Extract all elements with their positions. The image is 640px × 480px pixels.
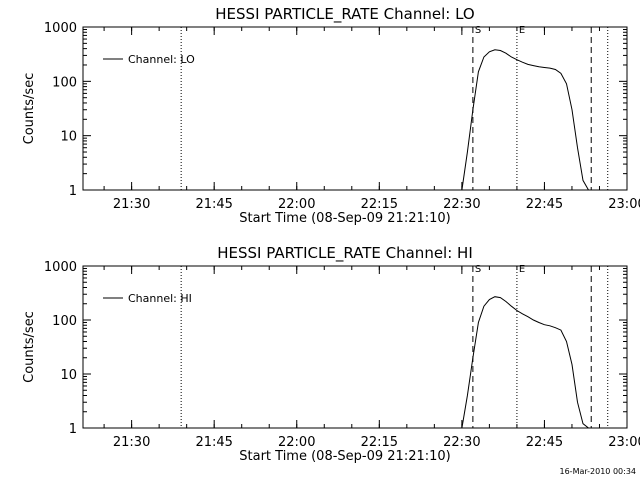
x-axis-label: Start Time (08-Sep-09 21:21:10) <box>239 449 450 464</box>
legend-entry: Channel: HI <box>128 292 192 305</box>
x-tick-label: 21:45 <box>195 435 232 450</box>
plot-frame <box>82 26 628 191</box>
x-tick-label: 22:00 <box>278 435 315 450</box>
chart-title: HESSI PARTICLE_RATE Channel: HI <box>217 244 473 263</box>
y-tick-label: 1000 <box>44 260 77 275</box>
event-marker-label: E <box>519 25 525 36</box>
y-tick-label: 10 <box>60 368 77 383</box>
x-tick-label: 22:45 <box>526 435 563 450</box>
y-tick-label: 1 <box>69 184 77 199</box>
chart-panel-2: HESSI PARTICLE_RATE Channel: HI Start Tim… <box>22 244 640 464</box>
event-marker-label: S <box>475 264 481 275</box>
y-tick-label: 100 <box>52 314 77 329</box>
chart-panel-1: HESSI PARTICLE_RATE Channel: LO Start Tim… <box>22 5 640 226</box>
y-axis-label: Counts/sec <box>22 73 37 145</box>
y-tick-label: 1000 <box>44 21 77 36</box>
x-tick-label: 22:15 <box>361 197 398 212</box>
y-tick-label: 10 <box>60 130 77 145</box>
event-marker-label: S <box>475 25 481 36</box>
x-tick-label: 22:30 <box>443 197 480 212</box>
y-tick-label: 100 <box>52 75 77 90</box>
series-line-channel-hi <box>461 296 589 429</box>
chart-title: HESSI PARTICLE_RATE Channel: LO <box>215 5 474 24</box>
event-marker-label: E <box>519 264 525 275</box>
x-tick-label: 21:30 <box>113 197 150 212</box>
plot-frame <box>82 265 628 429</box>
y-axis-label: Counts/sec <box>22 311 37 383</box>
x-tick-label: 22:45 <box>526 197 563 212</box>
legend-entry: Channel: LO <box>128 53 195 66</box>
x-tick-label: 22:00 <box>278 197 315 212</box>
x-tick-label: 22:30 <box>443 435 480 450</box>
y-tick-label: 1 <box>69 422 77 437</box>
x-tick-label: 22:15 <box>361 435 398 450</box>
x-tick-label: 23:00 <box>608 197 640 212</box>
x-axis-label: Start Time (08-Sep-09 21:21:10) <box>239 211 450 226</box>
x-tick-label: 21:30 <box>113 435 150 450</box>
x-tick-label: 23:00 <box>608 435 640 450</box>
x-tick-label: 21:45 <box>195 197 232 212</box>
footer-timestamp: 16-Mar-2010 00:34 <box>560 467 637 476</box>
series-line-channel-lo <box>461 49 589 191</box>
